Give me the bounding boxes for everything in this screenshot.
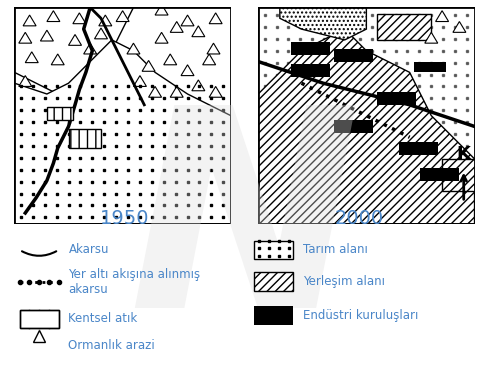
Bar — [420, 167, 458, 181]
Polygon shape — [191, 80, 204, 91]
Text: Endüstri kuruluşları: Endüstri kuruluşları — [303, 309, 418, 322]
Polygon shape — [424, 32, 437, 43]
Bar — [47, 107, 73, 120]
Polygon shape — [116, 11, 129, 22]
Polygon shape — [19, 76, 32, 87]
Polygon shape — [23, 15, 36, 26]
Bar — [254, 306, 293, 325]
Polygon shape — [47, 11, 60, 22]
Polygon shape — [155, 4, 168, 15]
Polygon shape — [25, 52, 38, 63]
Text: K: K — [456, 145, 470, 163]
Text: Kentsel atık: Kentsel atık — [68, 313, 138, 325]
Polygon shape — [170, 22, 183, 32]
Bar — [254, 241, 293, 259]
Bar — [333, 48, 372, 62]
Polygon shape — [191, 26, 204, 37]
Polygon shape — [170, 87, 183, 97]
Polygon shape — [209, 13, 222, 24]
Polygon shape — [206, 43, 220, 54]
Polygon shape — [68, 34, 81, 45]
Polygon shape — [258, 29, 473, 224]
Text: Ormanlık arazi: Ormanlık arazi — [68, 339, 155, 351]
Polygon shape — [51, 54, 64, 65]
Bar — [441, 159, 473, 191]
Polygon shape — [15, 40, 230, 224]
Text: Tarım alanı: Tarım alanı — [303, 244, 367, 256]
Polygon shape — [155, 32, 168, 43]
Bar — [20, 310, 59, 328]
Bar — [413, 62, 446, 72]
Polygon shape — [99, 15, 112, 26]
Polygon shape — [127, 43, 140, 54]
Polygon shape — [452, 22, 465, 32]
Bar — [254, 272, 293, 291]
Bar — [376, 92, 415, 105]
Bar — [333, 120, 372, 133]
FancyBboxPatch shape — [20, 310, 59, 328]
Bar — [290, 64, 329, 77]
Bar — [376, 14, 430, 40]
Polygon shape — [209, 87, 222, 97]
Polygon shape — [41, 30, 53, 41]
Polygon shape — [202, 54, 215, 65]
Text: 2000: 2000 — [334, 209, 383, 228]
Polygon shape — [181, 65, 194, 76]
Bar — [290, 42, 329, 55]
Text: 1950: 1950 — [100, 209, 149, 228]
Polygon shape — [73, 13, 86, 24]
Polygon shape — [435, 11, 447, 22]
Text: Yerleşim alanı: Yerleşim alanı — [303, 275, 385, 288]
Polygon shape — [83, 43, 97, 54]
Polygon shape — [94, 28, 107, 39]
Bar — [398, 142, 437, 154]
Polygon shape — [163, 54, 176, 65]
Text: Yer altı akışına alınmış
akarsu: Yer altı akışına alınmış akarsu — [68, 267, 200, 296]
Polygon shape — [19, 32, 32, 43]
Polygon shape — [133, 76, 146, 87]
Polygon shape — [279, 7, 366, 40]
Text: Akarsu: Akarsu — [68, 244, 109, 256]
Polygon shape — [142, 60, 155, 71]
Polygon shape — [148, 87, 161, 97]
Text: N: N — [128, 96, 360, 366]
Polygon shape — [15, 7, 133, 94]
Bar — [68, 129, 101, 148]
Polygon shape — [181, 15, 194, 26]
